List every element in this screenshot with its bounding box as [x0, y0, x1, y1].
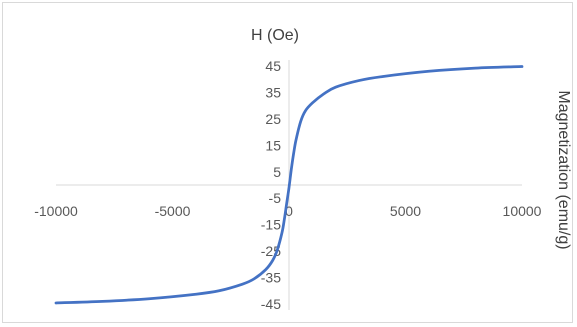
x-axis-title: H (Oe) [251, 27, 299, 44]
y-tick-label: 5 [273, 164, 281, 180]
y-tick-label: -35 [261, 270, 281, 286]
chart-frame [2, 2, 573, 323]
y-tick-label: -15 [261, 217, 281, 233]
y-tick-label: -45 [261, 296, 281, 312]
y-axis-title: Magnetization (emu/g) [555, 90, 572, 249]
x-tick-label: -5000 [155, 203, 191, 219]
y-tick-label: 35 [265, 84, 281, 100]
y-tick-label: 25 [265, 111, 281, 127]
x-tick-label: 10000 [503, 203, 542, 219]
tick-labels: -10000 -5000 0 5000 10000453525155-5-15-25-3… [34, 58, 541, 312]
x-tick-label: 5000 [390, 203, 421, 219]
magnetization-series-line [54, 65, 524, 305]
y-tick-label: 15 [265, 137, 281, 153]
y-tick-label: -5 [269, 190, 282, 206]
series-layer [54, 65, 524, 305]
y-tick-label: 45 [265, 58, 281, 74]
x-tick-label: 0 [285, 203, 293, 219]
x-tick-label: -10000 [34, 203, 78, 219]
